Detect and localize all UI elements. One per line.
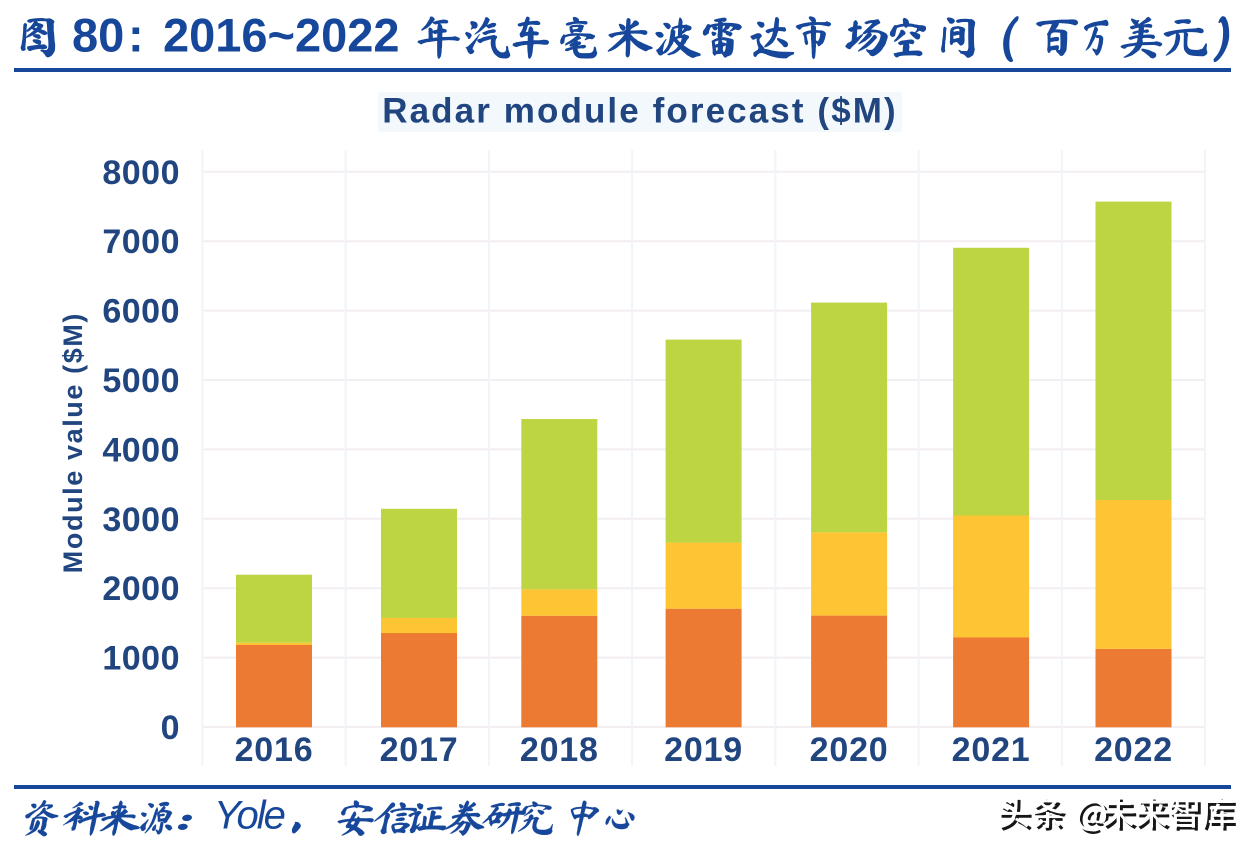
- svg-text:5000: 5000: [102, 362, 180, 400]
- svg-text:2016: 2016: [235, 731, 314, 769]
- svg-text:2000: 2000: [102, 570, 180, 608]
- svg-text:2020: 2020: [810, 731, 889, 769]
- svg-text:2019: 2019: [664, 731, 743, 769]
- svg-text:7000: 7000: [102, 223, 180, 261]
- svg-text:4000: 4000: [102, 431, 180, 469]
- svg-text:2022: 2022: [1094, 731, 1173, 769]
- svg-text:6000: 6000: [102, 293, 180, 331]
- svg-text:0: 0: [161, 709, 180, 747]
- svg-text:Radar module forecast ($M): Radar module forecast ($M): [382, 92, 898, 131]
- svg-text:8000: 8000: [102, 154, 180, 192]
- svg-text::: :: [128, 9, 144, 62]
- svg-text:80: 80: [72, 9, 124, 62]
- svg-text:1000: 1000: [102, 640, 180, 678]
- svg-text:2018: 2018: [520, 731, 599, 769]
- svg-text:2016~2022: 2016~2022: [163, 9, 400, 62]
- svg-text:Module value ($M): Module value ($M): [58, 312, 88, 573]
- svg-text:2017: 2017: [380, 731, 459, 769]
- svg-text:3000: 3000: [102, 501, 180, 539]
- svg-text:Yole: Yole: [214, 794, 285, 838]
- svg-text:2021: 2021: [952, 731, 1031, 769]
